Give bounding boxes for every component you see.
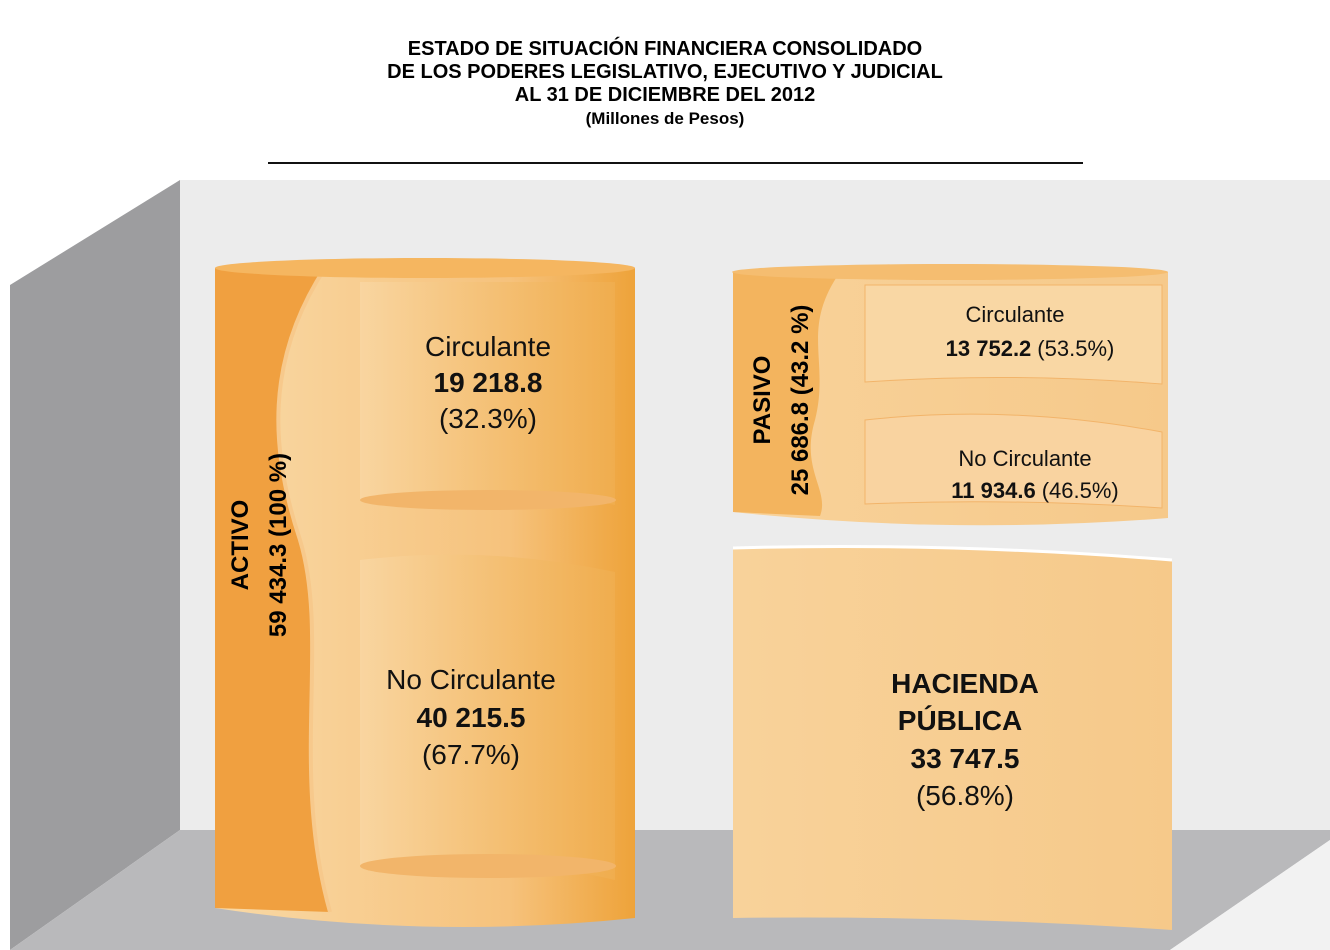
cell xyxy=(360,282,615,505)
activo-label: ACTIVO xyxy=(227,500,254,591)
activo-label-group: ACTIVO 59 434.3 (100 %) xyxy=(227,453,292,637)
cylinder-body xyxy=(733,546,1172,930)
title-line: AL 31 DE DICIEMBRE DEL 2012 xyxy=(515,84,815,106)
title-line: DE LOS PODERES LEGISLATIVO, EJECUTIVO Y … xyxy=(387,61,943,83)
cell-label: No Circulante xyxy=(958,446,1091,471)
cell-value: 13 752.2 xyxy=(946,336,1032,361)
cell xyxy=(864,284,1163,385)
cell xyxy=(864,413,1163,509)
cylinder-top xyxy=(215,258,635,278)
cell-label: No Circulante xyxy=(386,664,556,695)
cell-share: (32.3%) xyxy=(439,403,537,434)
hacienda-value: 33 747.5 xyxy=(911,743,1020,774)
left-wall xyxy=(10,180,180,950)
activo-total: 59 434.3 (100 %) xyxy=(265,453,292,637)
hacienda-share: (56.8%) xyxy=(916,780,1014,811)
pasivo-cylinder xyxy=(732,264,1168,526)
title-line: ESTADO DE SITUACIÓN FINANCIERA CONSOLIDA… xyxy=(408,36,922,60)
cell-label: Circulante xyxy=(425,331,551,362)
band-edge xyxy=(276,266,332,913)
activo-cylinder xyxy=(215,258,635,927)
hacienda-label: PÚBLICA xyxy=(898,705,1022,736)
cell xyxy=(360,554,615,880)
band xyxy=(733,272,840,516)
cell-share: (53.5%) xyxy=(1037,336,1114,361)
cylinder-top xyxy=(732,545,1173,562)
cell-label: Circulante xyxy=(965,302,1064,327)
cell-share: (46.5%) xyxy=(1042,478,1119,503)
hacienda-cylinder xyxy=(732,545,1173,930)
pasivo-label-group: PASIVO 25 686.8 (43.2 %) xyxy=(749,305,814,496)
subtitle: (Millones de Pesos) xyxy=(586,109,745,128)
cell-value: 11 934.6 xyxy=(951,478,1035,503)
cell-value: 40 215.5 xyxy=(417,702,526,733)
floor-light xyxy=(1170,840,1330,950)
hacienda-label: HACIENDA xyxy=(891,668,1039,699)
cylinder-top xyxy=(732,264,1168,280)
cell-floor xyxy=(360,854,616,878)
pasivo-label: PASIVO xyxy=(749,356,776,445)
cell-line: 13 752.2 (53.5%) xyxy=(946,336,1115,361)
cell-floor xyxy=(360,490,616,510)
cell-value: 19 218.8 xyxy=(434,367,543,398)
pasivo-total: 25 686.8 (43.2 %) xyxy=(787,305,814,496)
cell-share: (67.7%) xyxy=(422,739,520,770)
cell-line: 11 934.6 (46.5%) xyxy=(951,478,1118,503)
band xyxy=(215,268,330,912)
